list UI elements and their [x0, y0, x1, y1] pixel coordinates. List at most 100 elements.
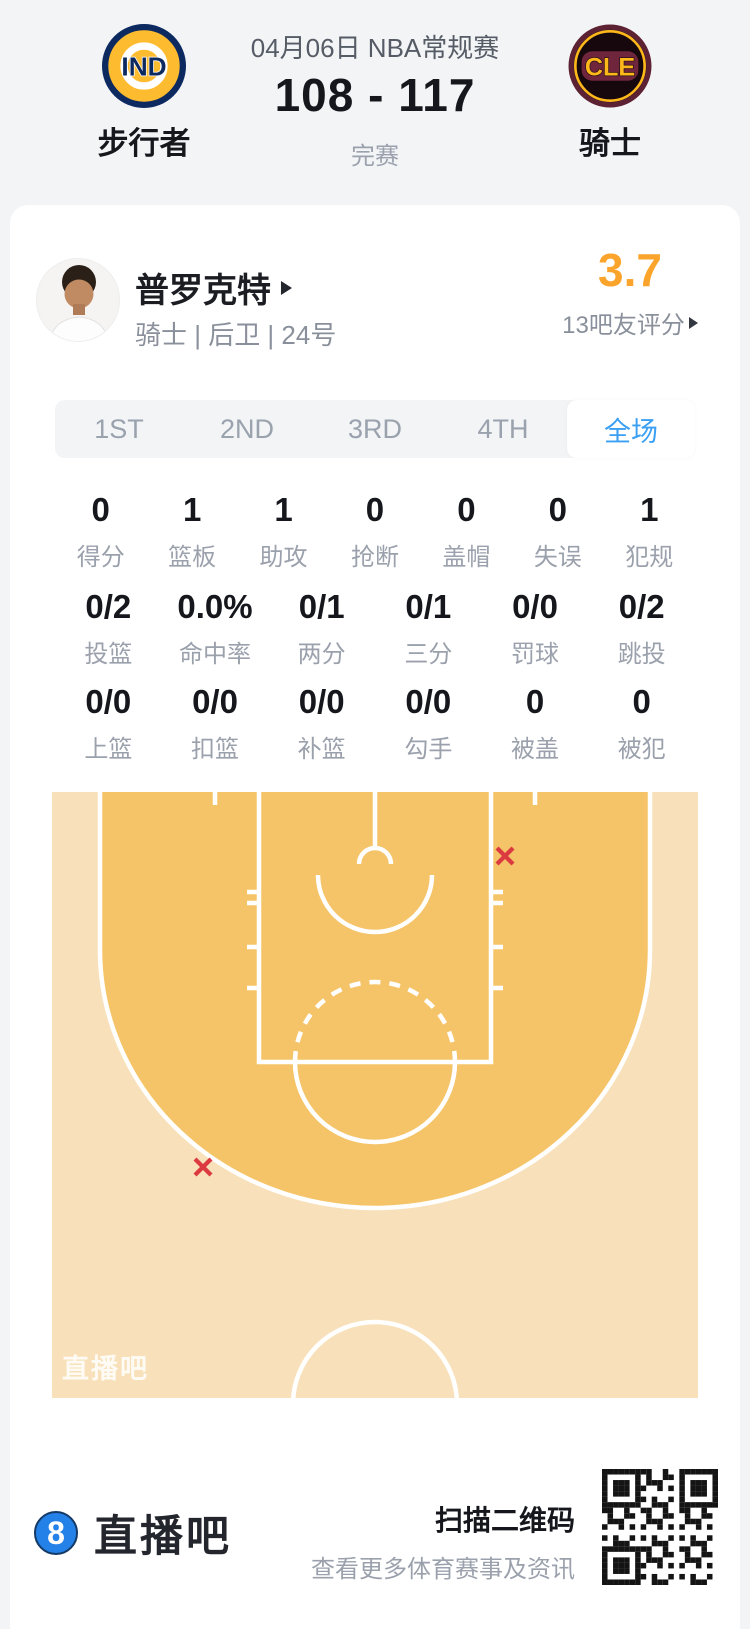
stat-label: 被盖 [511, 736, 560, 763]
shot-marks-layer [193, 846, 515, 1177]
match-date: 04月06日 NBA常规赛 [250, 33, 500, 63]
stat-label: 罚球 [511, 641, 560, 668]
stat-value: 0 [365, 491, 385, 528]
court-watermark: 直播吧 [62, 1354, 149, 1384]
stat-label: 得分 [76, 544, 125, 571]
home-team[interactable]: IND 步行者 [84, 24, 204, 163]
stat-value: 0/0 [298, 683, 345, 720]
stat-label: 投篮 [84, 641, 133, 668]
stat-value: 0/2 [85, 588, 132, 625]
match-header: 04月06日 NBA常规赛 108 - 117 完赛 IND 步行者 CLE 骑… [0, 0, 750, 205]
player-photo-icon [37, 259, 119, 341]
player-stats-card: 普罗克特 骑士 | 后卫 | 24号 3.7 13吧友评分 1ST 2ND 3R… [10, 205, 740, 1629]
stat-rebounds: 1 篮板 [146, 493, 237, 572]
stat-label: 跳投 [617, 641, 666, 668]
qr-code [602, 1468, 718, 1586]
stat-label: 补篮 [297, 736, 346, 763]
court-diagram [52, 792, 698, 1398]
stat-turnovers: 0 失误 [512, 493, 603, 572]
player-name: 普罗克特 [135, 272, 271, 310]
stat-blocked: 0 被盖 [482, 685, 589, 764]
stat-label: 被犯 [617, 736, 666, 763]
stat-value: 1 [640, 491, 659, 528]
stat-row-detail: 0/0 上篮 0/0 扣篮 0/0 补篮 0/0 勾手 0 被盖 0 被犯 [55, 685, 695, 764]
tab-2nd[interactable]: 2ND [219, 413, 274, 444]
player-name-row[interactable]: 普罗克特 [135, 263, 292, 312]
stat-value: 0/0 [512, 588, 558, 625]
stat-value: 0/1 [405, 588, 452, 625]
stat-value: 0 [525, 683, 545, 720]
zhibo8-logo-icon: 8 [34, 1511, 78, 1555]
stat-label: 助攻 [259, 544, 308, 571]
stat-label: 犯规 [625, 544, 674, 571]
tab-4th[interactable]: 4TH [477, 413, 529, 444]
stat-label: 两分 [297, 641, 346, 668]
stat-three-pt: 0/1 三分 [375, 590, 482, 669]
stat-free-throws: 0/0 罚球 [482, 590, 589, 669]
stat-blocks: 0 盖帽 [421, 493, 512, 572]
tab-full-game[interactable]: 全场 [567, 400, 695, 458]
stat-label: 命中率 [179, 641, 251, 668]
stat-fg: 0/2 投篮 [55, 590, 162, 669]
stat-label: 抢断 [350, 544, 399, 571]
quarter-tab-bar: 1ST 2ND 3RD 4TH 全场 [55, 400, 695, 458]
away-team[interactable]: CLE 骑士 [550, 24, 670, 163]
stat-fg-pct: 0.0% 命中率 [162, 590, 269, 669]
stat-value: 1 [274, 491, 293, 528]
stat-value: 0 [91, 491, 110, 528]
stat-two-pt: 0/1 两分 [268, 590, 375, 669]
away-team-name: 骑士 [579, 126, 641, 161]
shot-miss-mark [193, 1157, 213, 1177]
stat-row-shooting: 0/2 投篮 0.0% 命中率 0/1 两分 0/1 三分 0/0 罚球 0/2 跳投 [55, 590, 695, 669]
match-status: 完赛 [351, 143, 399, 170]
stat-label: 扣篮 [191, 736, 239, 763]
away-team-abbr: CLE [585, 53, 635, 81]
stat-value: 0/1 [298, 588, 345, 625]
stat-jump-shots: 0/2 跳投 [588, 590, 695, 669]
stat-putbacks: 0/0 补篮 [268, 685, 375, 764]
tab-3rd[interactable]: 3RD [347, 413, 402, 444]
stat-value: 0/0 [405, 683, 452, 720]
stat-label: 勾手 [404, 736, 453, 763]
stat-label: 篮板 [168, 544, 217, 571]
stat-assists: 1 助攻 [238, 493, 329, 572]
stat-fouls: 1 犯规 [604, 493, 695, 572]
stat-value: 0/2 [618, 588, 665, 625]
stat-label: 三分 [404, 641, 453, 668]
rating-block[interactable]: 3.7 13吧友评分 [550, 247, 710, 340]
home-team-name: 步行者 [97, 126, 191, 161]
stat-value: 1 [182, 491, 202, 528]
tab-1st[interactable]: 1ST [94, 413, 144, 444]
chevron-right-icon [281, 280, 292, 295]
rating-label-row: 13吧友评分 [550, 305, 710, 340]
stat-value: 0 [548, 491, 567, 528]
shot-miss-mark [495, 846, 515, 866]
stat-row-basic: 0 得分 1 篮板 1 助攻 0 抢断 0 盖帽 0 失误 1 犯规 [55, 493, 695, 572]
stat-hooks: 0/0 勾手 [375, 685, 482, 764]
player-meta: 骑士 | 后卫 | 24号 [135, 320, 337, 350]
player-avatar [36, 258, 120, 342]
stat-fouled: 0 被犯 [588, 685, 695, 764]
stat-value: 0/0 [85, 683, 132, 720]
cavaliers-logo-icon: CLE [568, 24, 652, 108]
qr-title: 扫描二维码 [434, 1505, 575, 1536]
match-score: 108 - 117 [274, 69, 476, 121]
brand-name: 直播吧 [94, 1513, 232, 1561]
chevron-right-icon [688, 316, 698, 329]
stat-value: 0 [457, 491, 476, 528]
stat-label: 失误 [533, 544, 582, 571]
stat-points: 0 得分 [55, 493, 146, 572]
home-team-abbr: IND [121, 51, 166, 81]
app-brand: 8 直播吧 [34, 1502, 232, 1564]
stat-label: 盖帽 [442, 544, 491, 571]
rating-label: 13吧友评分 [562, 312, 685, 339]
stat-layups: 0/0 上篮 [55, 685, 162, 764]
stat-value: 0 [632, 683, 651, 720]
shot-chart: 直播吧 [52, 792, 698, 1398]
pacers-logo-icon: IND [102, 24, 186, 108]
stat-value: 0/0 [192, 683, 238, 720]
stat-dunks: 0/0 扣篮 [162, 685, 269, 764]
qr-caption: 扫描二维码 查看更多体育赛事及资讯 [311, 1499, 575, 1584]
stat-value: 0.0% [177, 588, 253, 625]
